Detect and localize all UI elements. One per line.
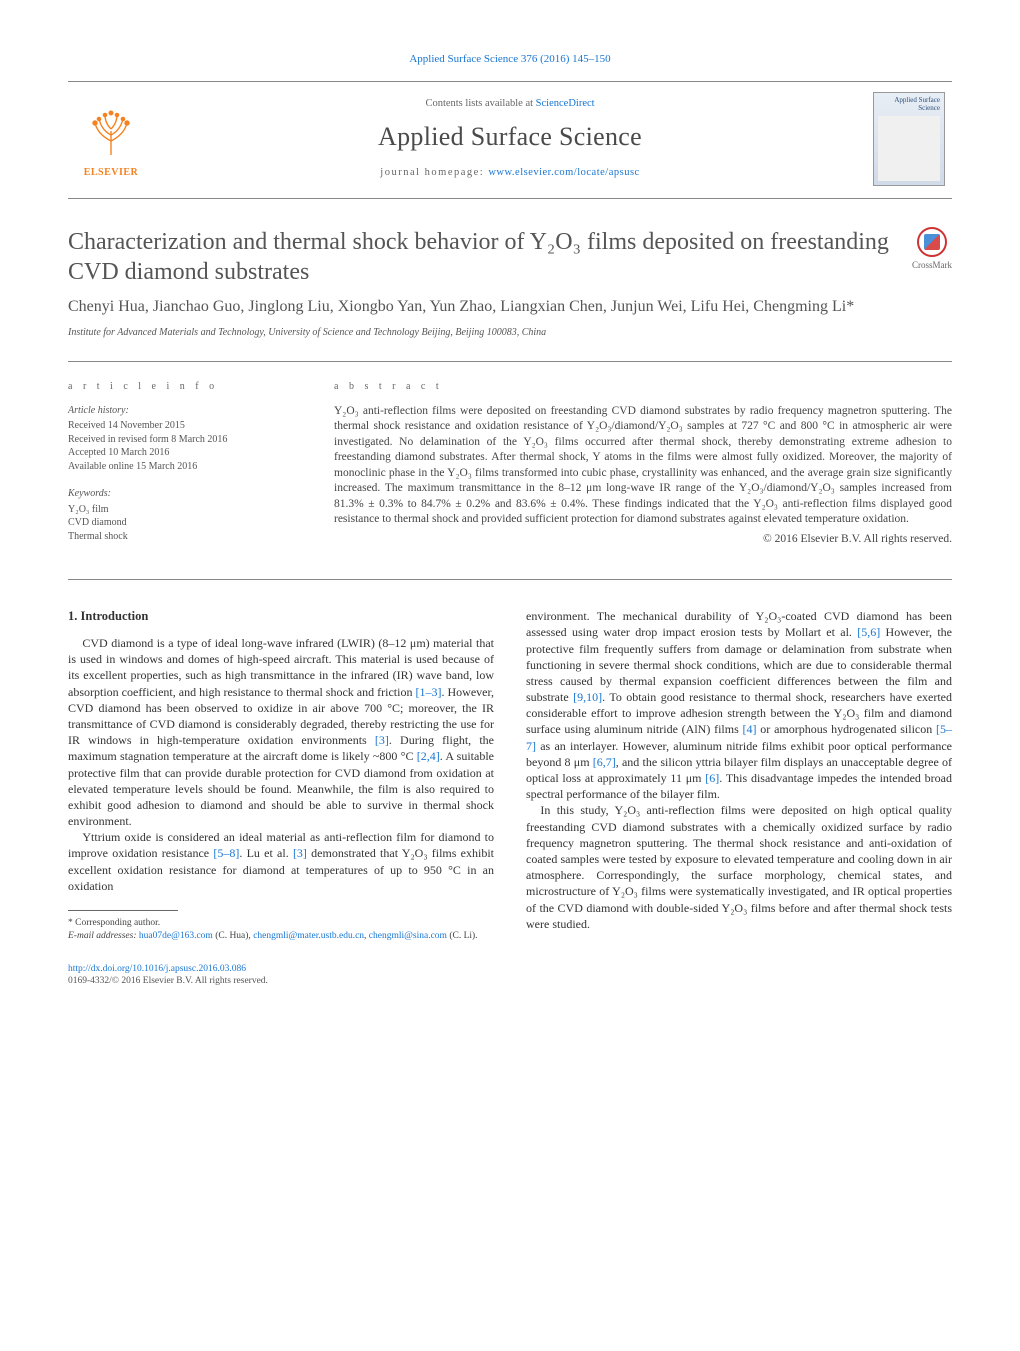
- article-info-column: a r t i c l e i n f o Article history: R…: [68, 380, 298, 557]
- citation-link[interactable]: [3]: [293, 846, 307, 860]
- article-history: Article history: Received 14 November 20…: [68, 404, 298, 474]
- revised-date: Received in revised form 8 March 2016: [68, 433, 298, 447]
- history-label: Article history:: [68, 404, 298, 418]
- keyword: CVD diamond: [68, 516, 298, 530]
- body-paragraph: In this study, Y₂O₃ anti-reflection film…: [526, 802, 952, 932]
- publisher-logo-slot: ELSEVIER: [68, 98, 154, 180]
- body-paragraph: Yttrium oxide is considered an ideal mat…: [68, 829, 494, 894]
- journal-cover-thumbnail: Applied Surface Science: [873, 92, 945, 186]
- keyword: Y₂O₃ film: [68, 503, 298, 517]
- email-who: (C. Hua),: [213, 931, 253, 941]
- cover-thumb-slot: Applied Surface Science: [866, 92, 952, 186]
- online-date: Available online 15 March 2016: [68, 460, 298, 474]
- citation-link[interactable]: [4]: [743, 722, 757, 736]
- abstract-text: Y₂O₃ anti-reflection films were deposite…: [334, 404, 952, 528]
- header-center: Contents lists available at ScienceDirec…: [154, 97, 866, 180]
- author-list: Chenyi Hua, Jianchao Guo, Jinglong Liu, …: [68, 297, 952, 318]
- title-row: Characterization and thermal shock behav…: [68, 227, 952, 287]
- contents-line: Contents lists available at ScienceDirec…: [154, 97, 866, 111]
- accepted-date: Accepted 10 March 2016: [68, 446, 298, 460]
- homepage-prefix: journal homepage:: [380, 167, 488, 178]
- homepage-link[interactable]: www.elsevier.com/locate/apsusc: [488, 167, 639, 178]
- email-label: E-mail addresses:: [68, 931, 139, 941]
- keyword: Thermal shock: [68, 530, 298, 544]
- keywords-block: Keywords: Y₂O₃ film CVD diamond Thermal …: [68, 487, 298, 543]
- elsevier-label: ELSEVIER: [84, 166, 139, 180]
- abstract-column: a b s t r a c t Y₂O₃ anti-reflection fil…: [334, 380, 952, 557]
- footnote-rule: [68, 910, 178, 911]
- top-citation: Applied Surface Science 376 (2016) 145–1…: [68, 52, 952, 67]
- crossmark-badge[interactable]: CrossMark: [912, 227, 952, 271]
- body-paragraph: CVD diamond is a type of ideal long-wave…: [68, 635, 494, 829]
- issn-copyright: 0169-4332/© 2016 Elsevier B.V. All right…: [68, 975, 952, 988]
- body-paragraph: environment. The mechanical durability o…: [526, 608, 952, 802]
- article-info-heading: a r t i c l e i n f o: [68, 380, 298, 394]
- email-line: E-mail addresses: hua07de@163.com (C. Hu…: [68, 930, 494, 943]
- journal-header: ELSEVIER Contents lists available at Sci…: [68, 81, 952, 199]
- article-title: Characterization and thermal shock behav…: [68, 227, 896, 287]
- citation-link[interactable]: [9,10]: [573, 690, 602, 704]
- citation-link[interactable]: [5,6]: [857, 625, 880, 639]
- cover-title: Applied Surface Science: [878, 97, 940, 112]
- section-heading-intro: 1. Introduction: [68, 608, 494, 625]
- text-run: or amorphous hydrogenated silicon: [757, 722, 936, 736]
- body-columns: 1. Introduction CVD diamond is a type of…: [68, 608, 952, 943]
- citation-link[interactable]: [6]: [705, 771, 719, 785]
- citation-link[interactable]: [3]: [375, 733, 389, 747]
- affiliation: Institute for Advanced Materials and Tec…: [68, 326, 952, 340]
- email-link[interactable]: chengmli@mater.ustb.edu.cn: [253, 931, 364, 941]
- doi-link[interactable]: http://dx.doi.org/10.1016/j.apsusc.2016.…: [68, 964, 246, 974]
- citation-link[interactable]: [1–3]: [415, 685, 441, 699]
- contents-prefix: Contents lists available at: [425, 98, 535, 109]
- homepage-line: journal homepage: www.elsevier.com/locat…: [154, 166, 866, 180]
- page-container: Applied Surface Science 376 (2016) 145–1…: [0, 0, 1020, 1048]
- email-link[interactable]: chengmli@sina.com: [369, 931, 447, 941]
- crossmark-label: CrossMark: [912, 259, 952, 271]
- sciencedirect-link[interactable]: ScienceDirect: [536, 98, 595, 109]
- citation-link[interactable]: [2,4]: [417, 749, 440, 763]
- text-run: . Lu et al.: [239, 846, 293, 860]
- email-link[interactable]: hua07de@163.com: [139, 931, 213, 941]
- cover-art: [878, 116, 940, 181]
- corresponding-author-note: * Corresponding author.: [68, 917, 494, 930]
- footnotes: * Corresponding author. E-mail addresses…: [68, 917, 494, 943]
- elsevier-logo: ELSEVIER: [74, 98, 148, 180]
- keywords-label: Keywords:: [68, 487, 298, 501]
- page-footer: http://dx.doi.org/10.1016/j.apsusc.2016.…: [68, 963, 952, 989]
- citation-link[interactable]: [5–8]: [213, 846, 239, 860]
- journal-name: Applied Surface Science: [154, 119, 866, 154]
- abstract-heading: a b s t r a c t: [334, 380, 952, 394]
- citation-link[interactable]: [6,7]: [593, 755, 616, 769]
- meta-abstract-row: a r t i c l e i n f o Article history: R…: [68, 361, 952, 580]
- abstract-copyright: © 2016 Elsevier B.V. All rights reserved…: [334, 532, 952, 548]
- email-who: (C. Li).: [447, 931, 478, 941]
- elsevier-tree-icon: [81, 101, 141, 166]
- crossmark-icon: [917, 227, 947, 257]
- received-date: Received 14 November 2015: [68, 419, 298, 433]
